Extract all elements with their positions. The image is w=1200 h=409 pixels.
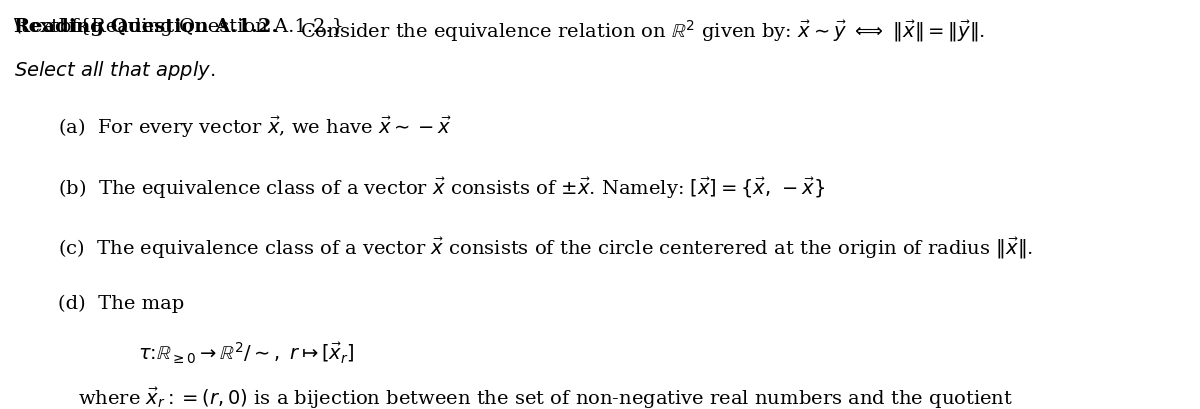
Text: Reading Question A.1.2.: Reading Question A.1.2. <box>14 18 278 36</box>
Text: (a)  For every vector $\vec{x}$, we have $\vec{x} \sim -\vec{x}$: (a) For every vector $\vec{x}$, we have … <box>58 115 451 140</box>
Text: \textbf{Reading Question A.1.2.}: \textbf{Reading Question A.1.2.} <box>14 18 344 36</box>
Text: (d)  The map: (d) The map <box>58 294 184 313</box>
Text: (c)  The equivalence class of a vector $\vec{x}$ consists of the circle centerer: (c) The equivalence class of a vector $\… <box>58 236 1033 261</box>
Text: $\tau\colon \mathbb{R}_{\geq 0} \to \mathbb{R}^2/{\sim},\;r \mapsto [\vec{x}_r]$: $\tau\colon \mathbb{R}_{\geq 0} \to \mat… <box>138 340 354 365</box>
Text: Consider the equivalence relation on $\mathbb{R}^2$ given by: $\vec{x} \sim \vec: Consider the equivalence relation on $\m… <box>300 18 985 44</box>
Text: (b)  The equivalence class of a vector $\vec{x}$ consists of $\pm\vec{x}$. Namel: (b) The equivalence class of a vector $\… <box>58 175 824 200</box>
Text: where $\vec{x}_r := (r, 0)$ is a bijection between the set of non-negative real : where $\vec{x}_r := (r, 0)$ is a bijecti… <box>78 384 1013 409</box>
Text: $\mathit{Select\ all\ that\ apply.}$: $\mathit{Select\ all\ that\ apply.}$ <box>14 59 216 82</box>
